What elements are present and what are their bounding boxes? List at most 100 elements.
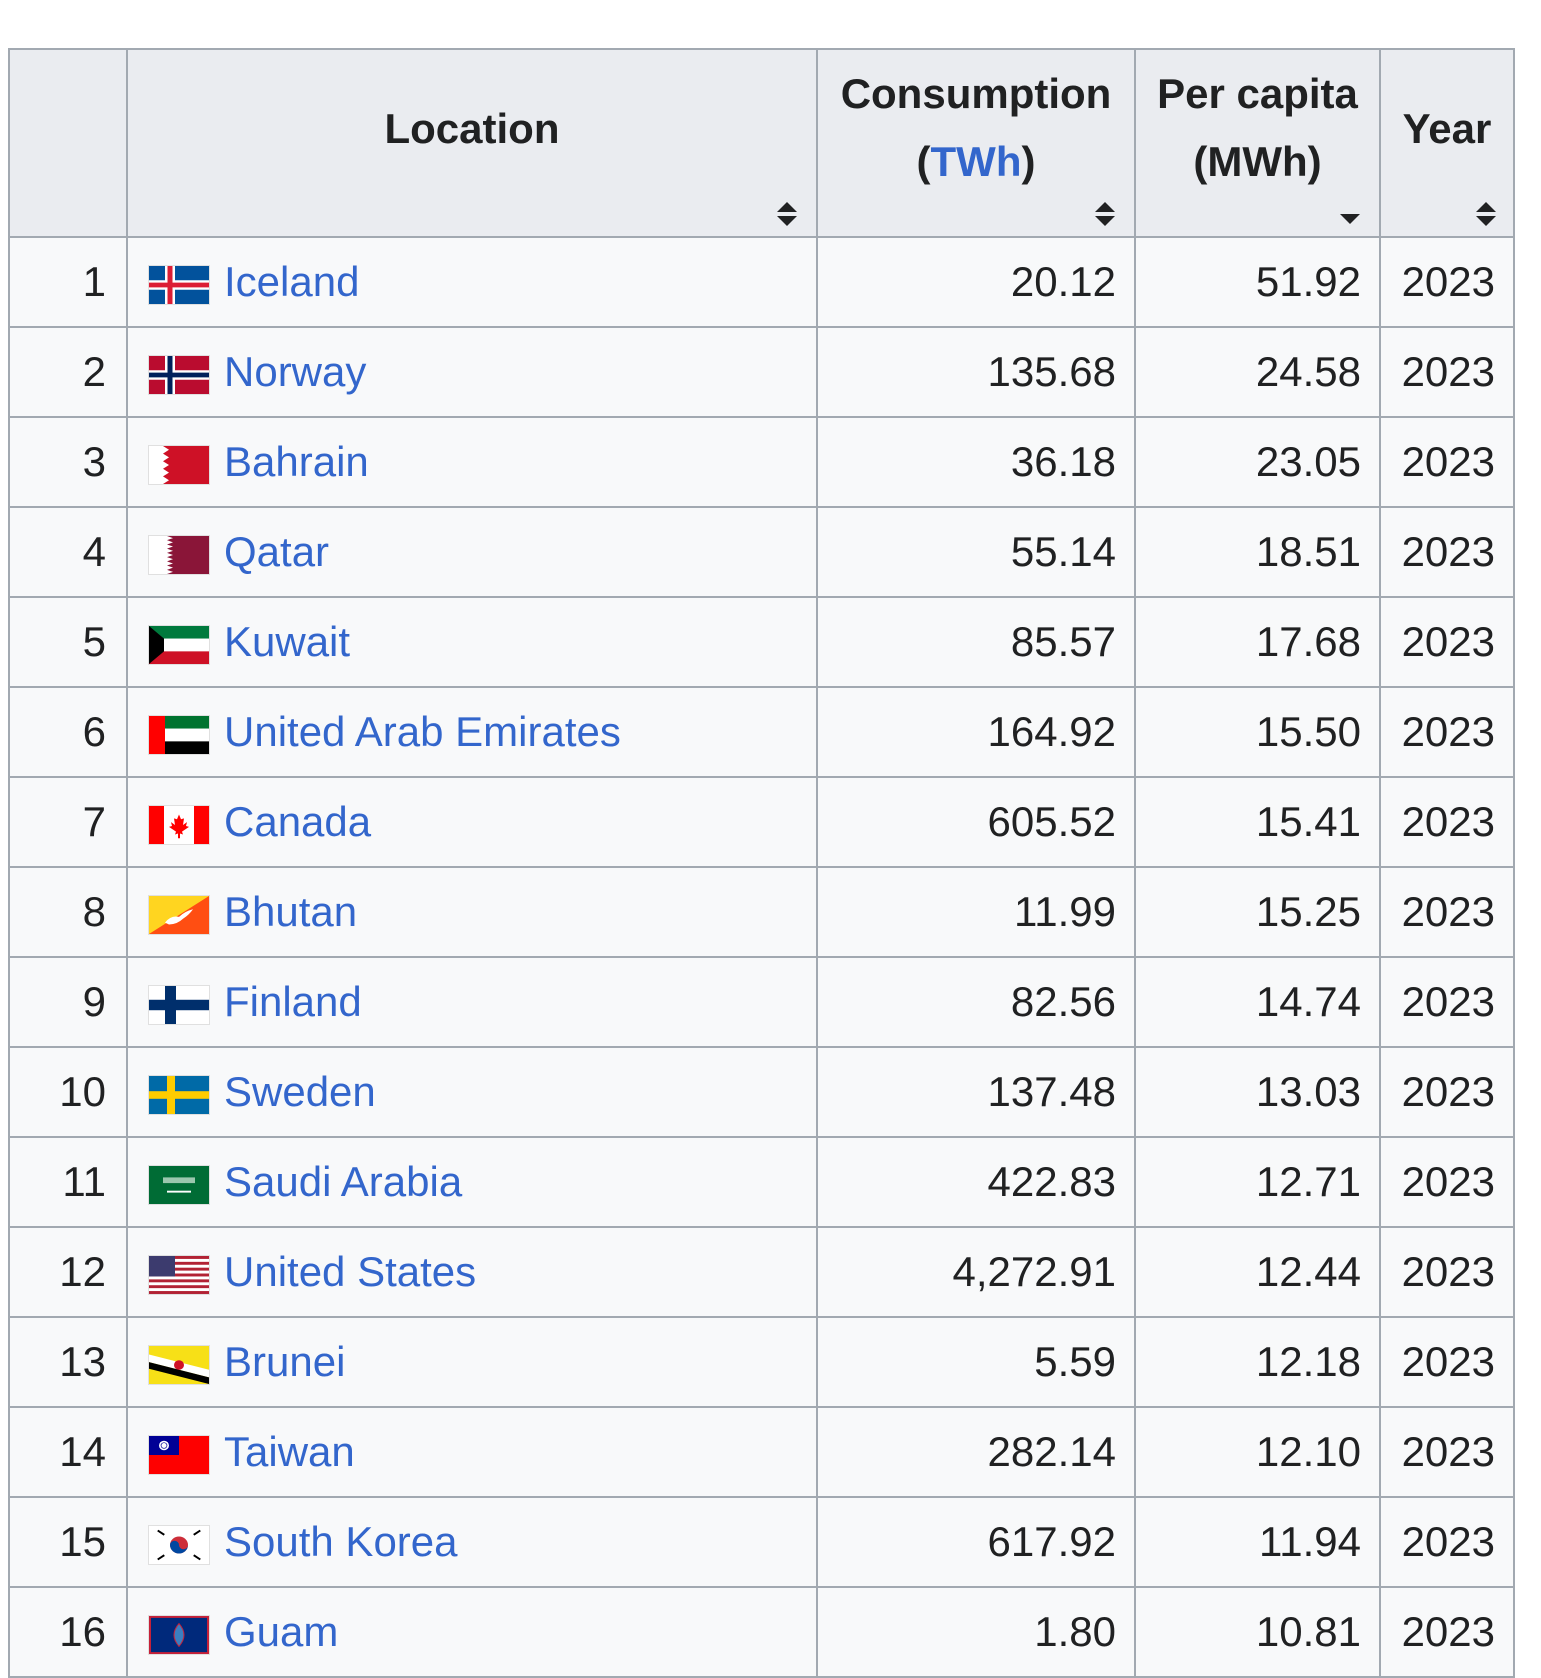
location-cell: Brunei: [126, 1316, 818, 1408]
location-link[interactable]: Bhutan: [224, 888, 358, 935]
consumption-cell: 135.68: [816, 326, 1136, 418]
per-capita-cell: 15.25: [1134, 866, 1381, 958]
consumption-cell: 617.92: [816, 1496, 1136, 1588]
location-cell: Sweden: [126, 1046, 818, 1138]
sort-both-icon[interactable]: [1094, 200, 1116, 228]
flag-bhutan-icon[interactable]: [148, 894, 210, 935]
table-row: 11 Saudi Arabia 422.83 12.71 2023: [8, 1136, 1515, 1228]
flag-sweden-icon[interactable]: [148, 1074, 210, 1115]
per-capita-cell: 10.81: [1134, 1586, 1381, 1678]
per-capita-cell: 12.18: [1134, 1316, 1381, 1408]
consumption-cell: 82.56: [816, 956, 1136, 1048]
year-cell: 2023: [1379, 1136, 1515, 1228]
location-cell: Saudi Arabia: [126, 1136, 818, 1228]
sort-both-icon[interactable]: [1475, 200, 1497, 228]
location-link[interactable]: South Korea: [224, 1518, 458, 1565]
location-link[interactable]: Qatar: [224, 528, 330, 575]
per-capita-header[interactable]: Per capita (MWh): [1134, 48, 1381, 238]
year-cell: 2023: [1379, 416, 1515, 508]
rank-cell: 3: [8, 416, 128, 508]
flag-norway-icon[interactable]: [148, 354, 210, 395]
table-row: 14 Taiwan 282.14 12.10 2023: [8, 1406, 1515, 1498]
table-row: 1 Iceland 20.12 51.92 2023: [8, 236, 1515, 328]
location-link[interactable]: United States: [224, 1248, 477, 1295]
sort-descending-icon[interactable]: [1339, 200, 1361, 228]
location-link[interactable]: Saudi Arabia: [224, 1158, 463, 1205]
consumption-cell: 4,272.91: [816, 1226, 1136, 1318]
location-link[interactable]: Guam: [224, 1608, 339, 1655]
table-row: 4 Qatar 55.14 18.51 2023: [8, 506, 1515, 598]
consumption-cell: 85.57: [816, 596, 1136, 688]
flag-uae-icon[interactable]: [148, 714, 210, 755]
year-cell: 2023: [1379, 866, 1515, 958]
rank-cell: 11: [8, 1136, 128, 1228]
location-cell: Canada: [126, 776, 818, 868]
location-link[interactable]: Norway: [224, 348, 367, 395]
location-link[interactable]: Sweden: [224, 1068, 376, 1115]
twh-link[interactable]: TWh: [930, 138, 1022, 185]
rank-cell: 14: [8, 1406, 128, 1498]
location-link[interactable]: Brunei: [224, 1338, 346, 1385]
consumption-cell: 1.80: [816, 1586, 1136, 1678]
per-capita-cell: 15.50: [1134, 686, 1381, 778]
per-capita-cell: 23.05: [1134, 416, 1381, 508]
year-cell: 2023: [1379, 956, 1515, 1048]
consumption-cell: 36.18: [816, 416, 1136, 508]
flag-saudi-arabia-icon[interactable]: [148, 1164, 210, 1205]
year-header[interactable]: Year: [1379, 48, 1515, 238]
consumption-cell: 20.12: [816, 236, 1136, 328]
location-header[interactable]: Location: [126, 48, 818, 238]
location-cell: United Arab Emirates: [126, 686, 818, 778]
year-cell: 2023: [1379, 506, 1515, 598]
consumption-cell: 164.92: [816, 686, 1136, 778]
year-cell: 2023: [1379, 1316, 1515, 1408]
consumption-cell: 422.83: [816, 1136, 1136, 1228]
location-link[interactable]: Canada: [224, 798, 372, 845]
location-link[interactable]: Bahrain: [224, 438, 369, 485]
consumption-header[interactable]: Consumption (TWh): [816, 48, 1136, 238]
rank-cell: 8: [8, 866, 128, 958]
flag-finland-icon[interactable]: [148, 984, 210, 1025]
location-cell: South Korea: [126, 1496, 818, 1588]
flag-united-states-icon[interactable]: [148, 1254, 210, 1295]
rank-cell: 15: [8, 1496, 128, 1588]
per-capita-cell: 24.58: [1134, 326, 1381, 418]
flag-iceland-icon[interactable]: [148, 264, 210, 305]
table-row: 9 Finland 82.56 14.74 2023: [8, 956, 1515, 1048]
consumption-cell: 137.48: [816, 1046, 1136, 1138]
year-cell: 2023: [1379, 1046, 1515, 1138]
flag-taiwan-icon[interactable]: [148, 1434, 210, 1475]
rank-cell: 13: [8, 1316, 128, 1408]
flag-qatar-icon[interactable]: [148, 534, 210, 575]
flag-kuwait-icon[interactable]: [148, 624, 210, 665]
flag-guam-icon[interactable]: [148, 1614, 210, 1655]
location-cell: Bhutan: [126, 866, 818, 958]
location-cell: Kuwait: [126, 596, 818, 688]
flag-brunei-icon[interactable]: [148, 1344, 210, 1385]
year-header-label: Year: [1402, 105, 1492, 152]
consumption-cell: 282.14: [816, 1406, 1136, 1498]
flag-south-korea-icon[interactable]: [148, 1524, 210, 1565]
rank-cell: 1: [8, 236, 128, 328]
location-link[interactable]: Iceland: [224, 258, 360, 305]
location-link[interactable]: Taiwan: [224, 1428, 355, 1475]
rank-cell: 9: [8, 956, 128, 1048]
rank-cell: 2: [8, 326, 128, 418]
location-link[interactable]: Finland: [224, 978, 362, 1025]
flag-bahrain-icon[interactable]: [148, 444, 210, 485]
location-cell: Qatar: [126, 506, 818, 598]
table-row: 8 Bhutan 11.99 15.25 2023: [8, 866, 1515, 958]
location-link[interactable]: Kuwait: [224, 618, 351, 665]
rank-cell: 5: [8, 596, 128, 688]
year-cell: 2023: [1379, 326, 1515, 418]
year-cell: 2023: [1379, 1496, 1515, 1588]
consumption-cell: 5.59: [816, 1316, 1136, 1408]
table-header-row: Location Consumption (TWh) Per capita (M…: [8, 48, 1515, 238]
per-capita-cell: 13.03: [1134, 1046, 1381, 1138]
flag-canada-icon[interactable]: [148, 804, 210, 845]
sort-both-icon[interactable]: [776, 200, 798, 228]
rank-header: [8, 48, 128, 238]
location-link[interactable]: United Arab Emirates: [224, 708, 621, 755]
per-capita-cell: 18.51: [1134, 506, 1381, 598]
consumption-cell: 55.14: [816, 506, 1136, 598]
